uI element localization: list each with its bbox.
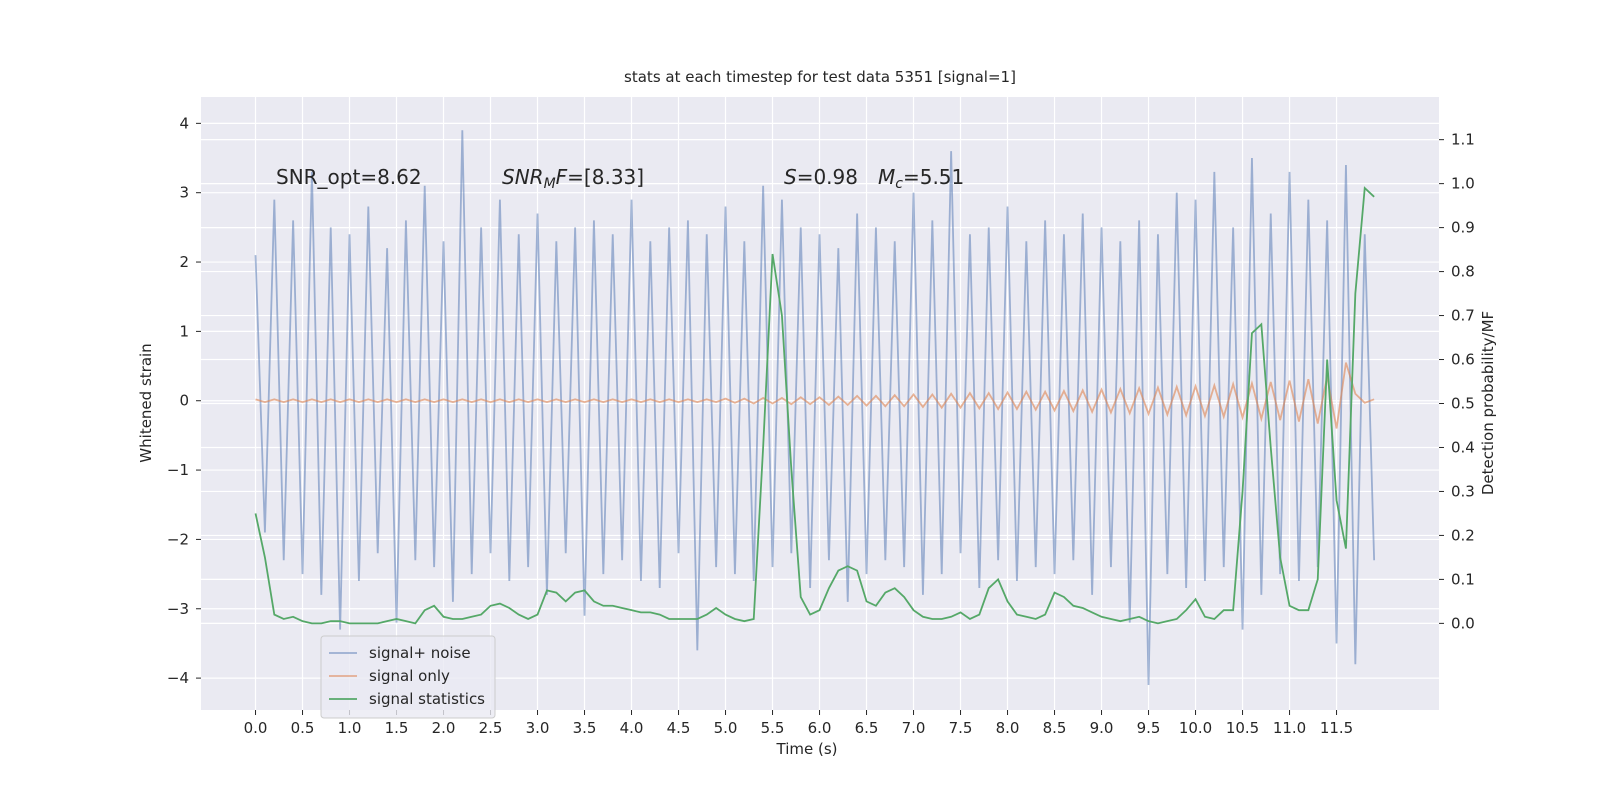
- x-tick-label: 11.0: [1273, 719, 1306, 737]
- x-tick-label: 3.5: [573, 719, 597, 737]
- legend-box: [320, 635, 496, 719]
- y-tick-label: −1: [167, 461, 189, 479]
- x-tick-label: 7.0: [902, 719, 926, 737]
- x-tick-label: 9.5: [1137, 719, 1161, 737]
- annotation: SNR_opt=8.62: [276, 165, 422, 189]
- series-line: [255, 362, 1375, 429]
- y-tick-label: −2: [167, 530, 189, 548]
- x-tick-label: 7.5: [949, 719, 973, 737]
- y-tick-label: 1: [179, 322, 189, 340]
- x-tick-label: 8.0: [996, 719, 1020, 737]
- y2-tick-label: 0.5: [1451, 395, 1475, 413]
- x-axis-label: Time (s): [776, 740, 838, 758]
- x-tick-label: 1.5: [385, 719, 409, 737]
- annotation-run: S: [784, 165, 797, 189]
- y2-tick-label: 0.1: [1451, 570, 1475, 588]
- annotation-run: =[8.33]: [567, 165, 644, 189]
- x-tick-label: 6.0: [808, 719, 832, 737]
- annotation-run: F: [556, 165, 568, 189]
- legend-label: signal+ noise: [369, 644, 471, 662]
- x-tick-label: 5.5: [761, 719, 785, 737]
- x-tick-label: 6.5: [855, 719, 879, 737]
- y-tick-label: −4: [167, 669, 189, 687]
- x-tick-label: 3.0: [526, 719, 550, 737]
- x-tick-label: 10.5: [1226, 719, 1259, 737]
- legend-label: signal statistics: [369, 690, 485, 708]
- y-axis-label: Whitened strain: [137, 343, 155, 462]
- y2-tick-label: 0.4: [1451, 438, 1475, 456]
- y-tick-label: 3: [179, 184, 189, 202]
- x-tick-label: 2.0: [432, 719, 456, 737]
- annotation-run: M: [878, 165, 895, 189]
- chart-title: stats at each timestep for test data 535…: [624, 68, 1016, 86]
- x-tick-label: 5.0: [714, 719, 738, 737]
- x-tick-label: 9.0: [1090, 719, 1114, 737]
- annotation: Mc=5.51: [878, 165, 964, 192]
- series-line: [254, 130, 1376, 686]
- annotation: S=0.98: [784, 165, 858, 189]
- y2-tick-label: 0.0: [1451, 614, 1475, 632]
- y2-tick-label: 1.1: [1451, 131, 1475, 149]
- series-line: [254, 186, 1375, 625]
- y2-tick-label: 0.9: [1451, 219, 1475, 237]
- x-tick-label: 0.5: [291, 719, 315, 737]
- x-tick-label: 1.0: [338, 719, 362, 737]
- y-tick-label: 0: [179, 392, 189, 410]
- legend-label: signal only: [369, 667, 450, 685]
- x-tick-label: 4.0: [620, 719, 644, 737]
- x-tick-label: 8.5: [1043, 719, 1067, 737]
- x-tick-label: 4.5: [667, 719, 691, 737]
- annotation-run: =0.98: [797, 165, 858, 189]
- y-tick-label: 2: [179, 253, 189, 271]
- annotation-run: SNR: [502, 165, 544, 189]
- y2-tick-label: 0.8: [1451, 263, 1475, 281]
- x-tick-label: 10.0: [1179, 719, 1212, 737]
- annotation-run: =5.51: [903, 165, 964, 189]
- y-tick-label: −3: [167, 600, 189, 618]
- y2-axis-label: Detection probability/MF: [1479, 311, 1497, 495]
- y2-tick-label: 0.6: [1451, 351, 1475, 369]
- y2-tick-label: 0.7: [1451, 307, 1475, 325]
- x-tick-label: 11.5: [1320, 719, 1353, 737]
- x-tick-label: 2.5: [479, 719, 503, 737]
- y2-tick-label: 0.2: [1451, 526, 1475, 544]
- y-tick-label: 4: [179, 114, 189, 132]
- annotation-run: M: [544, 176, 556, 192]
- y2-tick-label: 0.3: [1451, 482, 1475, 500]
- y2-tick-label: 1.0: [1451, 175, 1475, 193]
- annotation-run: c: [895, 176, 903, 192]
- annotation-run: SNR_opt=8.62: [276, 165, 422, 189]
- annotation: SNRMF=[8.33]: [502, 165, 644, 192]
- x-tick-label: 0.0: [244, 719, 268, 737]
